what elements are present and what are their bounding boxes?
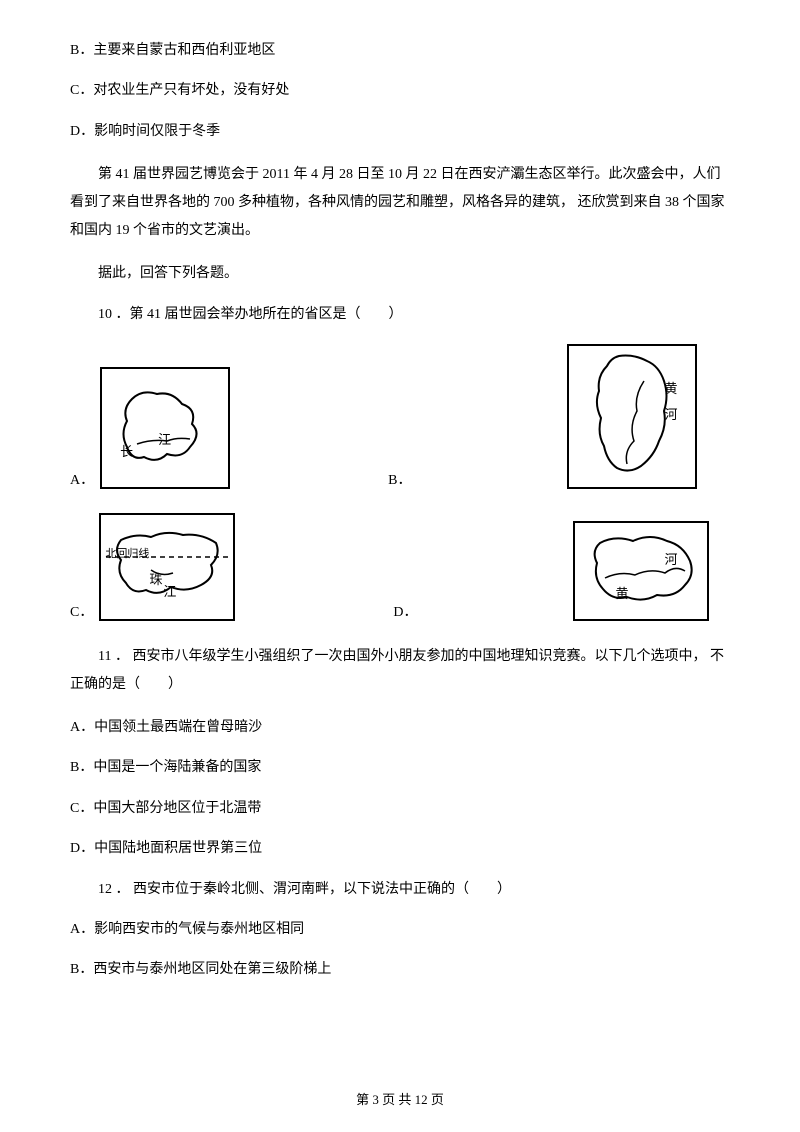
page-footer: 第 3 页 共 12 页: [0, 1089, 800, 1108]
map-d-he: 河: [664, 549, 677, 568]
passage-text: 第 41 届世界园艺博览会于 2011 年 4 月 28 日至 10 月 22 …: [70, 161, 730, 245]
q10-stem: 10 ．第 41 届世园会举办地所在的省区是（ ）: [70, 304, 730, 326]
q11-option-c: C．中国大部分地区位于北温带: [70, 798, 730, 820]
map-b-label-1: 黄: [664, 378, 677, 397]
q10-label-b: B．: [388, 469, 411, 489]
q10-map-a: 长 江: [100, 367, 230, 489]
q10-label-a: A．: [70, 469, 94, 489]
q10-options-row1: A． 长 江 B． 黄 河: [70, 344, 730, 489]
q11-option-d: D．中国陆地面积居世界第三位: [70, 838, 730, 860]
q10-map-b: 黄 河: [567, 344, 697, 489]
option-b-prev: B．主要来自蒙古和西伯利亚地区: [70, 40, 730, 62]
q10-label-c: C．: [70, 601, 93, 621]
map-d-huang: 黄: [615, 583, 628, 602]
map-a-label-2: 江: [158, 429, 171, 448]
q10-options-row2: C． 北回归线 珠 江 D． 黄 河: [70, 507, 730, 621]
q11-option-b: B．中国是一个海陆兼备的国家: [70, 757, 730, 779]
q11-stem: 11 ． 西安市八年级学生小强组织了一次由国外小朋友参加的中国地理知识竞赛。以下…: [70, 643, 730, 699]
q12-option-a: A．影响西安市的气候与泰州地区相同: [70, 919, 730, 941]
q11-option-a: A．中国领土最西端在曾母暗沙: [70, 717, 730, 739]
q10-map-c: 北回归线 珠 江: [99, 513, 235, 621]
map-c-zhu: 珠: [149, 569, 162, 588]
q10-label-d: D．: [393, 601, 417, 621]
q12-stem: 12 ． 西安市位于秦岭北侧、渭河南畔，以下说法中正确的（ ）: [70, 879, 730, 901]
map-c-tropic: 北回归线: [105, 545, 149, 561]
q12-option-b: B．西安市与泰州地区同处在第三级阶梯上: [70, 959, 730, 981]
option-d-prev: D．影响时间仅限于冬季: [70, 121, 730, 143]
map-c-jiang: 江: [163, 581, 176, 600]
map-a-label-1: 长: [120, 441, 133, 460]
option-c-prev: C．对农业生产只有坏处，没有好处: [70, 80, 730, 102]
q10-map-d: 黄 河: [573, 521, 709, 621]
instruction-text: 据此，回答下列各题。: [70, 263, 730, 285]
map-b-label-2: 河: [664, 404, 677, 423]
